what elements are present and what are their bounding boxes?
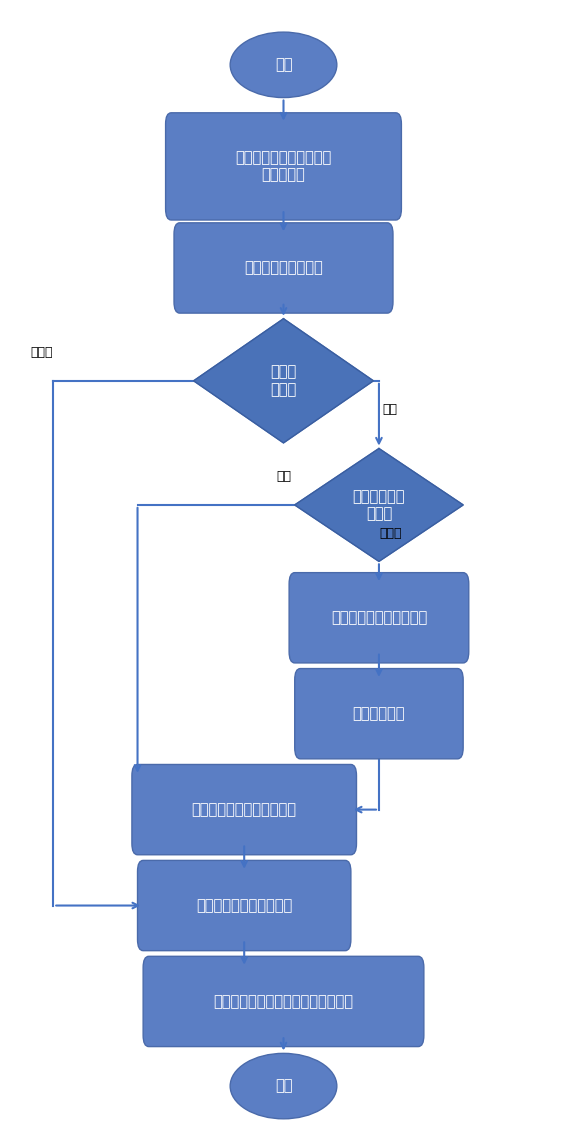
FancyBboxPatch shape — [132, 764, 357, 855]
Text: パーツが届く: パーツが届く — [353, 706, 405, 721]
Text: 在庫のパーツ
である: 在庫のパーツ である — [353, 489, 405, 522]
Text: 終了: 終了 — [275, 1078, 292, 1093]
Text: はい: はい — [383, 403, 397, 415]
Text: 最終的な調整を完了する: 最終的な調整を完了する — [196, 898, 293, 913]
FancyBboxPatch shape — [289, 573, 469, 663]
Polygon shape — [194, 319, 373, 443]
Text: 開始: 開始 — [275, 58, 292, 73]
Text: 新しいパーツを注文する: 新しいパーツを注文する — [331, 610, 427, 625]
Text: はい: はい — [276, 471, 291, 483]
FancyBboxPatch shape — [166, 112, 401, 220]
Text: チェックを完了する: チェックを完了する — [244, 261, 323, 276]
Text: 新しい
パーツ: 新しい パーツ — [270, 365, 297, 397]
Polygon shape — [295, 449, 463, 561]
Text: いいえ: いいえ — [31, 346, 53, 359]
Text: 新しいパーツを取り付ける: 新しいパーツを取り付ける — [192, 802, 297, 818]
FancyBboxPatch shape — [174, 222, 393, 313]
Text: 利用不可として自転車を
マークする: 利用不可として自転車を マークする — [235, 150, 332, 183]
Text: 利用可能として自転車をマークする: 利用可能として自転車をマークする — [214, 995, 353, 1009]
FancyBboxPatch shape — [143, 956, 424, 1047]
Ellipse shape — [230, 32, 337, 98]
Text: いいえ: いいえ — [379, 526, 401, 540]
Ellipse shape — [230, 1053, 337, 1119]
FancyBboxPatch shape — [138, 861, 351, 950]
FancyBboxPatch shape — [295, 669, 463, 759]
